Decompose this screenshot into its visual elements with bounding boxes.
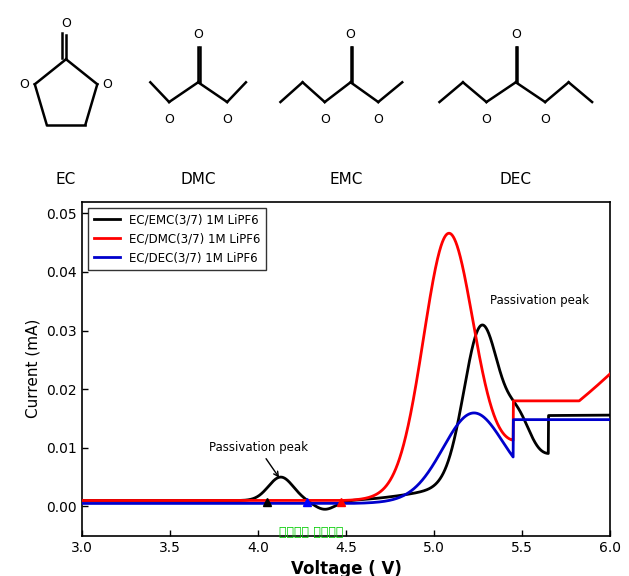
Text: Passivation peak: Passivation peak bbox=[209, 441, 308, 476]
Text: O: O bbox=[19, 78, 30, 91]
Text: O: O bbox=[222, 113, 232, 126]
Text: O: O bbox=[481, 113, 491, 126]
Text: 산화분해 개시전위: 산화분해 개시전위 bbox=[279, 526, 343, 539]
Text: DMC: DMC bbox=[181, 172, 216, 187]
Text: O: O bbox=[193, 28, 203, 41]
Text: O: O bbox=[373, 113, 383, 126]
X-axis label: Voltage ( V): Voltage ( V) bbox=[291, 560, 401, 576]
Text: O: O bbox=[61, 17, 71, 29]
Legend: EC/EMC(3/7) 1M LiPF6, EC/DMC(3/7) 1M LiPF6, EC/DEC(3/7) 1M LiPF6: EC/EMC(3/7) 1M LiPF6, EC/DMC(3/7) 1M LiP… bbox=[87, 207, 266, 270]
Text: EMC: EMC bbox=[329, 172, 363, 187]
Text: O: O bbox=[320, 113, 330, 126]
Text: Passivation peak: Passivation peak bbox=[491, 294, 589, 307]
Text: O: O bbox=[164, 113, 174, 126]
Text: DEC: DEC bbox=[500, 172, 532, 187]
Text: O: O bbox=[103, 78, 113, 91]
Text: O: O bbox=[345, 28, 355, 41]
Text: O: O bbox=[540, 113, 550, 126]
Y-axis label: Current (mA): Current (mA) bbox=[26, 319, 41, 418]
Text: O: O bbox=[511, 28, 521, 41]
Text: EC: EC bbox=[56, 172, 76, 187]
